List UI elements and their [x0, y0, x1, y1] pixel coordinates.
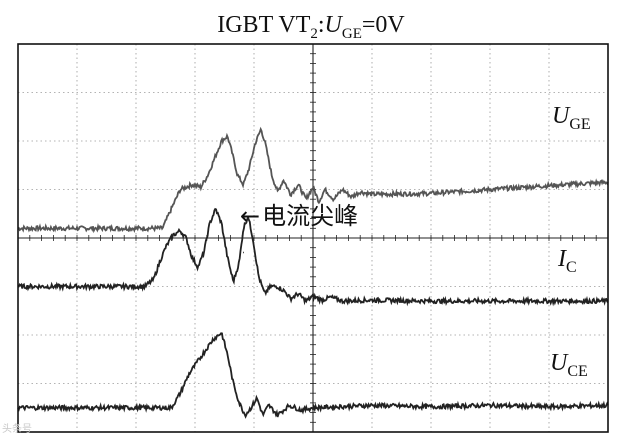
series-label-uge-sub: GE	[569, 115, 591, 133]
watermark: 头条号	[2, 424, 32, 435]
annotation-text: 电流尖峰	[262, 202, 359, 230]
series-label-uce-sub: CE	[567, 362, 588, 380]
series-label-uce-main: U	[550, 350, 568, 376]
series-label-ic-main: I	[558, 246, 566, 272]
series-label-uge-main: U	[552, 103, 570, 129]
title-var-sub: GE	[341, 25, 362, 42]
series-label-uge: UGE	[552, 103, 591, 134]
series-line-uce	[17, 332, 609, 419]
title-sep: :	[317, 12, 325, 38]
title-device-sub: 2	[310, 25, 318, 42]
series-line-uge	[17, 126, 609, 234]
title-value: =0V	[361, 12, 405, 38]
series-line-ic	[17, 207, 609, 307]
plot-frame	[17, 43, 609, 433]
series-label-ic-sub: C	[566, 258, 577, 276]
chart-title: IGBT VT2:UGE=0V	[0, 12, 622, 43]
series-label-ic: IC	[558, 246, 577, 277]
arrow-left-icon: ←	[240, 202, 261, 230]
current-spike-annotation: ←电流尖峰	[240, 196, 358, 231]
title-var: U	[324, 12, 342, 38]
title-device: IGBT VT	[217, 12, 311, 38]
grid	[18, 44, 608, 432]
traces	[17, 126, 609, 419]
series-label-uce: UCE	[550, 350, 588, 381]
